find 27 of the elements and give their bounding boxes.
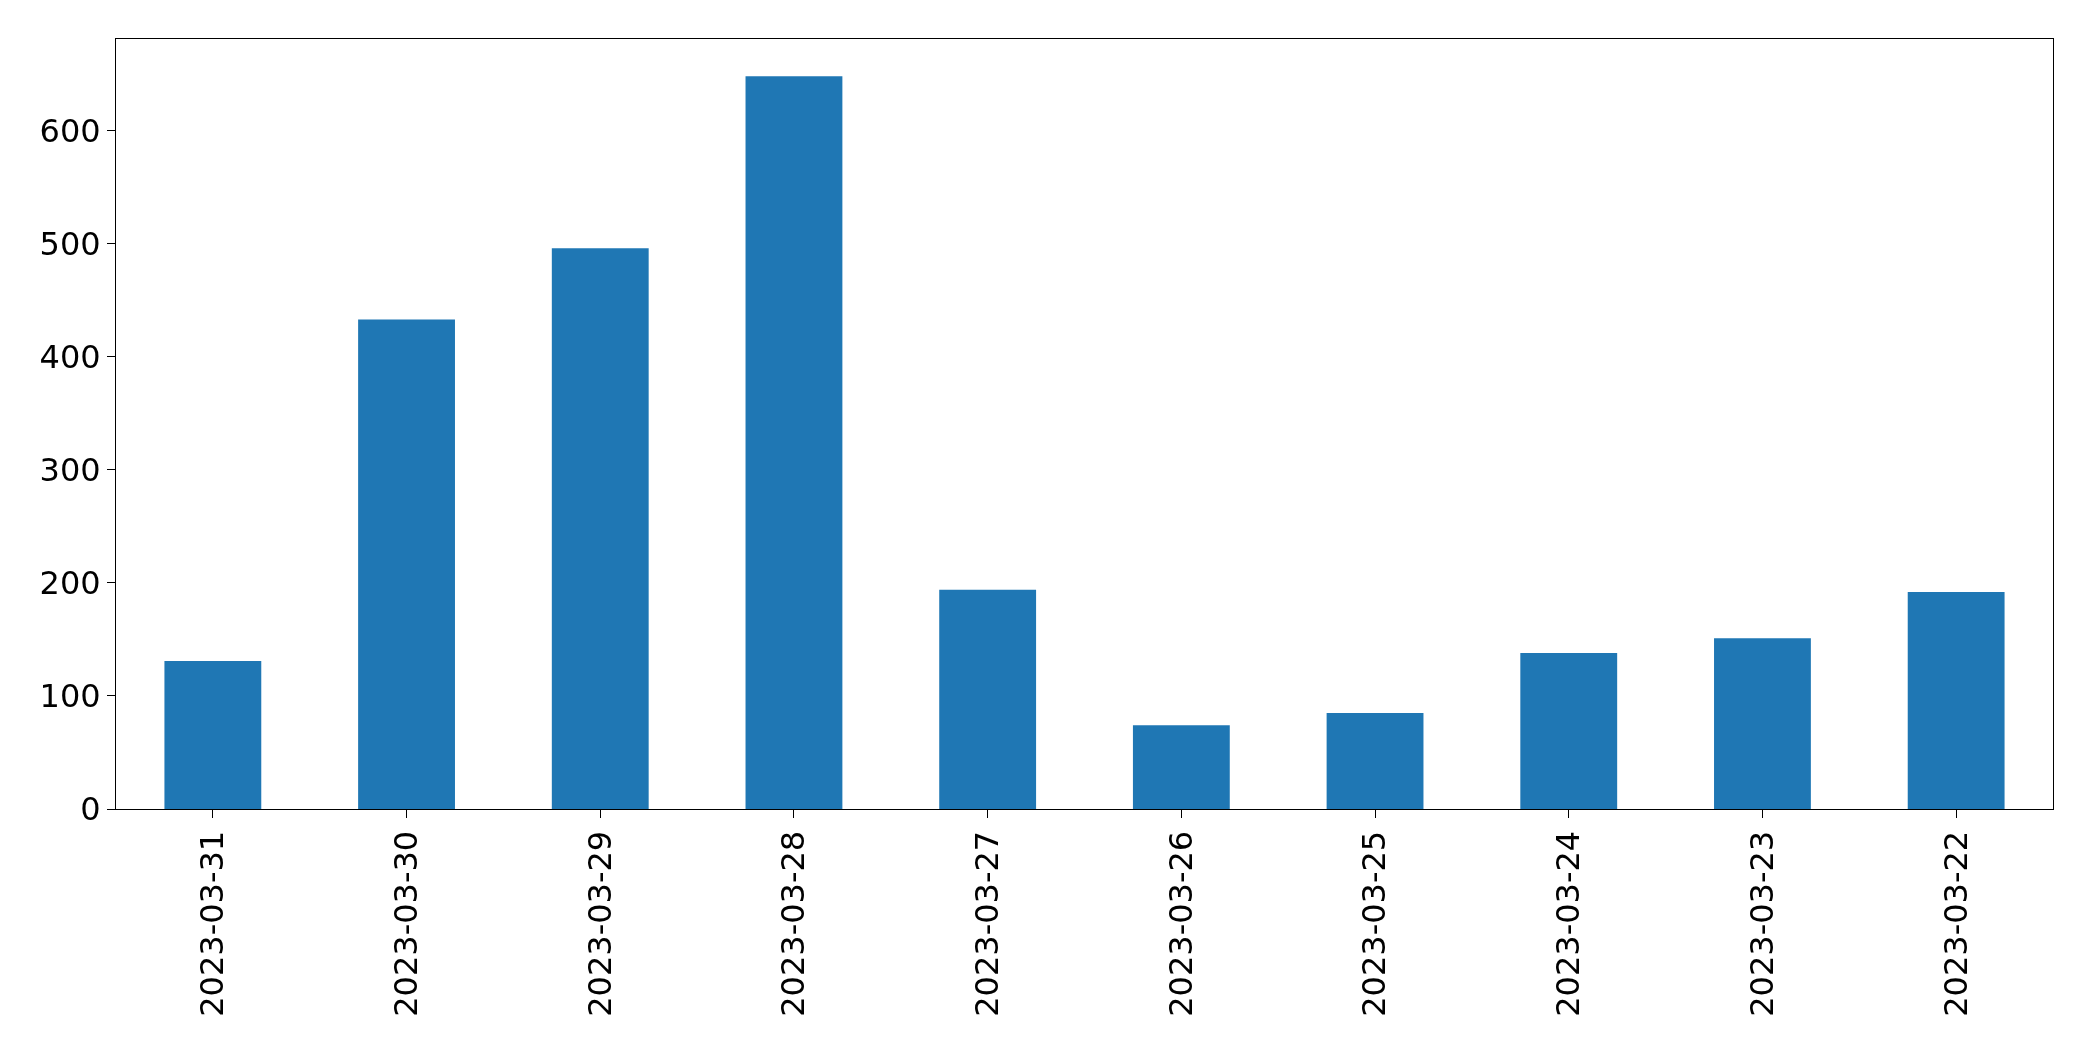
bar (551, 248, 649, 809)
y-tick-label: 200 (39, 564, 101, 603)
bar (1326, 712, 1424, 809)
x-tick-label: 2023-03-23 (1742, 830, 1781, 1017)
y-tick-label: 500 (39, 224, 101, 263)
bar (358, 319, 455, 809)
x-tick-label: 2023-03-25 (1355, 830, 1394, 1017)
bar (1520, 652, 1618, 809)
bar (1714, 638, 1811, 809)
y-tick-label: 300 (39, 450, 101, 489)
bar (1907, 591, 2005, 809)
x-tick-label: 2023-03-22 (1936, 830, 1975, 1017)
x-tick-label: 2023-03-26 (1161, 830, 1200, 1017)
y-tick-label: 600 (39, 111, 101, 150)
x-tick-label: 2023-03-30 (386, 830, 425, 1017)
y-tick-label: 100 (39, 677, 101, 716)
bar (745, 76, 843, 809)
y-tick-label: 0 (80, 790, 101, 829)
x-tick-label: 2023-03-29 (580, 830, 619, 1017)
bar (1132, 725, 1230, 809)
bar (939, 589, 1037, 809)
bar (164, 660, 262, 809)
x-tick-label: 2023-03-31 (193, 830, 232, 1017)
x-tick-label: 2023-03-27 (968, 830, 1007, 1017)
x-tick-label: 2023-03-28 (774, 830, 813, 1017)
y-tick-label: 400 (39, 337, 101, 376)
x-tick-label: 2023-03-24 (1549, 830, 1588, 1017)
